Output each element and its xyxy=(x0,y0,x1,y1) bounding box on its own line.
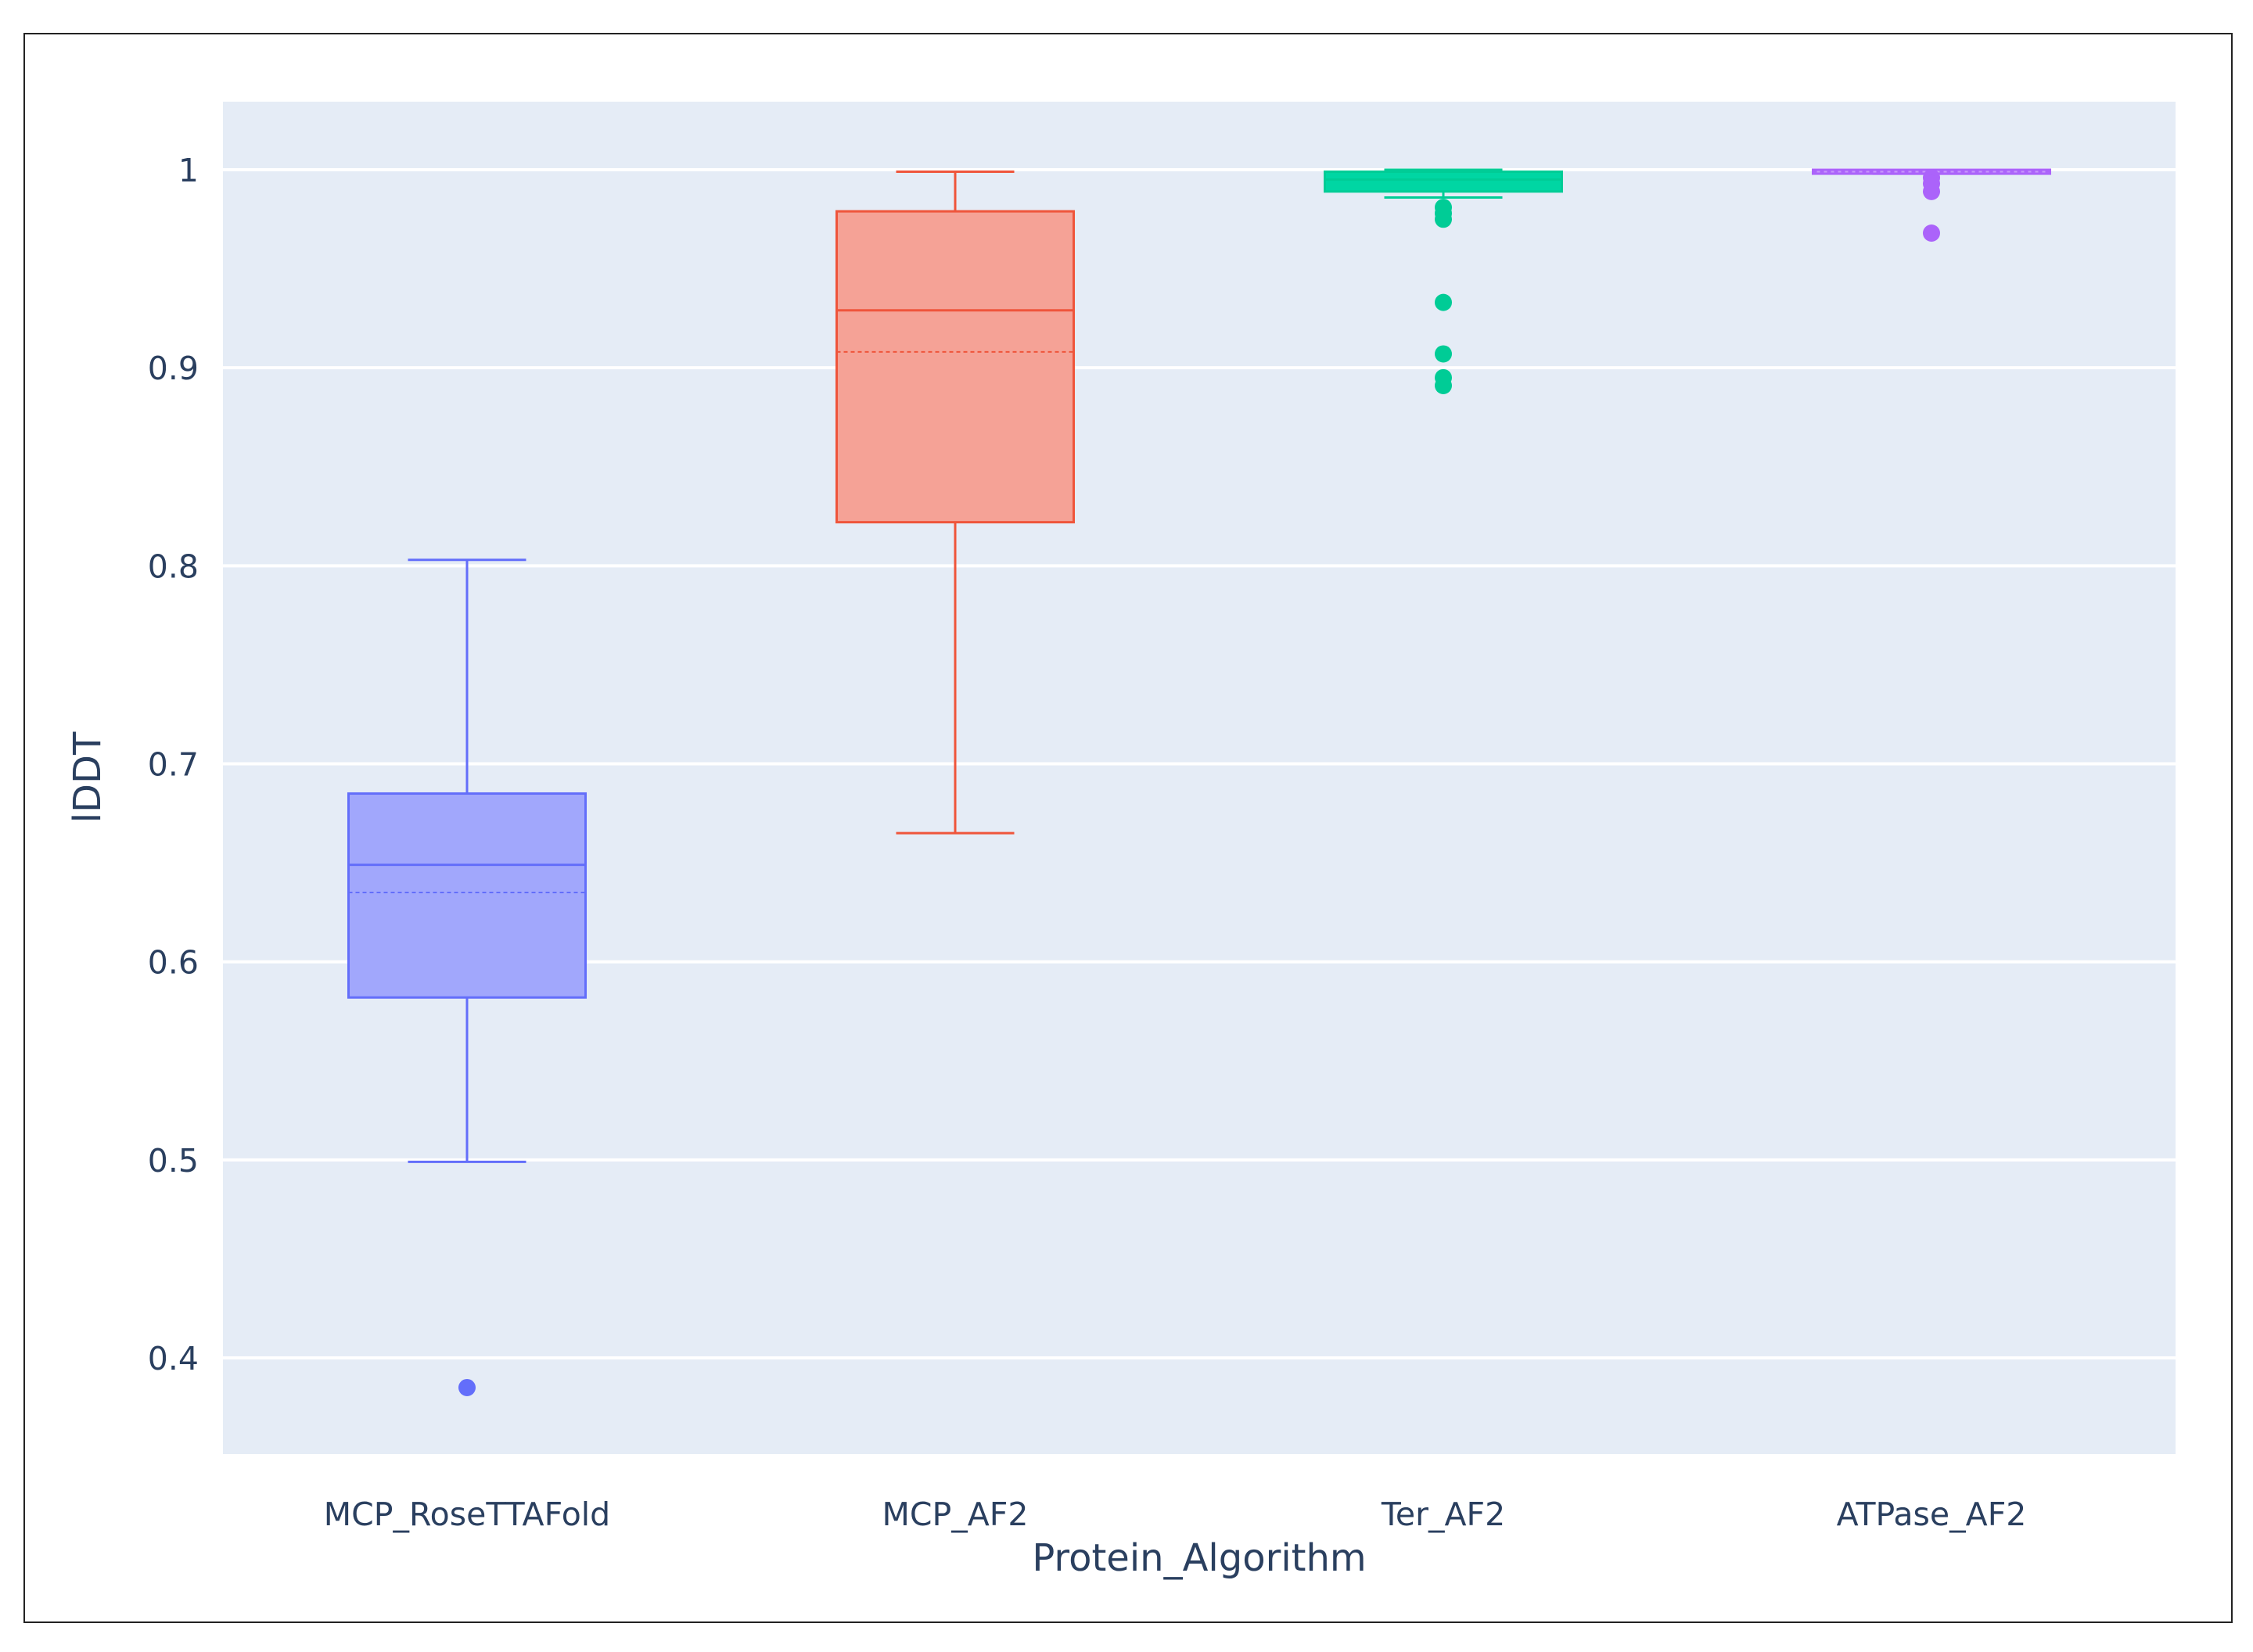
x-tick-labels: MCP_RoseTTAFold MCP_AF2 Ter_AF2 ATPase_AF2 xyxy=(324,1496,2027,1533)
y-tick-label: 0.8 xyxy=(148,548,199,585)
outlier-point xyxy=(1435,210,1452,228)
x-tick-label: MCP_RoseTTAFold xyxy=(324,1496,610,1533)
box-plot: 0.4 0.5 0.6 0.7 0.8 0.9 1 MCP_RoseTTAFold MCP_A… xyxy=(66,102,2176,1580)
y-tick-label: 0.9 xyxy=(148,350,199,387)
plot-background xyxy=(223,102,2176,1454)
x-tick-label: MCP_AF2 xyxy=(882,1496,1029,1533)
box-Ter_AF2 xyxy=(1324,168,1563,394)
y-tick-label: 0.5 xyxy=(148,1142,199,1180)
boxes-layer xyxy=(347,168,2051,1396)
iqr-box xyxy=(347,792,587,999)
figure-frame: 0.4 0.5 0.6 0.7 0.8 0.9 1 MCP_RoseTTAFold MCP_A… xyxy=(23,33,2233,1623)
box-MCP_AF2 xyxy=(835,171,1075,835)
y-axis-title: lDDT xyxy=(66,731,110,823)
y-tick-label: 0.4 xyxy=(148,1340,199,1377)
y-tick-label: 1 xyxy=(178,152,199,189)
outlier-point xyxy=(1435,376,1452,394)
box-MCP_RoseTTAFold xyxy=(347,558,587,1396)
y-tick-label: 0.6 xyxy=(148,944,199,982)
iqr-box xyxy=(1324,171,1563,193)
outlier-point xyxy=(1435,345,1452,363)
x-tick-label: ATPase_AF2 xyxy=(1837,1496,2027,1533)
x-axis-title: Protein_Algorithm xyxy=(1032,1536,1366,1580)
iqr-box xyxy=(835,210,1075,524)
outlier-point xyxy=(458,1378,476,1396)
y-tick-labels: 0.4 0.5 0.6 0.7 0.8 0.9 1 xyxy=(148,152,199,1377)
outlier-point xyxy=(1923,224,1940,242)
outlier-point xyxy=(1923,182,1940,200)
box-ATPase_AF2 xyxy=(1812,168,2051,242)
x-tick-label: Ter_AF2 xyxy=(1381,1496,1505,1533)
outlier-point xyxy=(1435,293,1452,311)
y-tick-label: 0.7 xyxy=(148,746,199,784)
